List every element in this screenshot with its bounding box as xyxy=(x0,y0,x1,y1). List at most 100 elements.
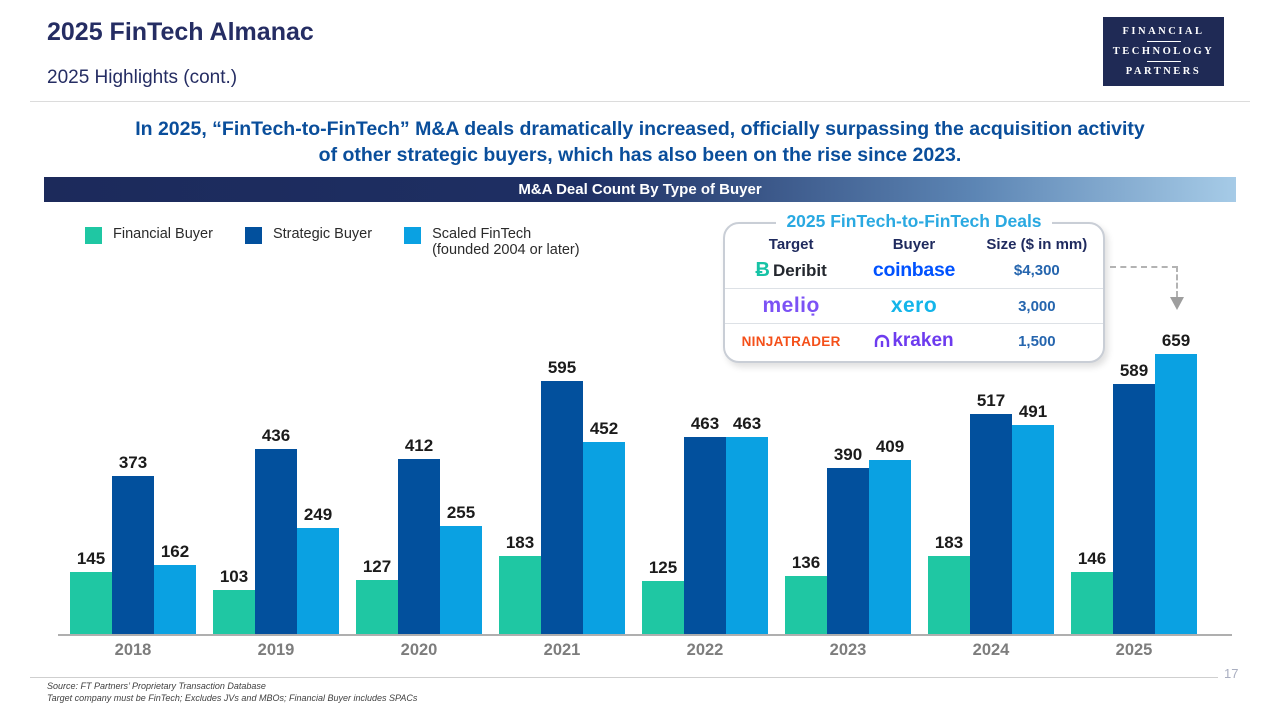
bar-value-label: 255 xyxy=(446,503,476,522)
financial-buyer-swatch xyxy=(85,227,102,244)
bar-group-2024: 183 517 491 xyxy=(928,391,1054,634)
bar-2023-scaled xyxy=(869,460,911,634)
fintech-to-fintech-deals-callout: 2025 FinTech-to-FinTech Deals Target Buy… xyxy=(723,211,1105,363)
legend-item-scaled-fintech: Scaled FinTech (founded 2004 or later) xyxy=(404,226,580,258)
logo-divider xyxy=(1146,41,1181,42)
bar-2022-scaled xyxy=(726,437,768,634)
logo-line-2: TECHNOLOGY xyxy=(1112,46,1215,57)
bar-value-label: 409 xyxy=(875,437,905,456)
bar-2023-strategic xyxy=(827,468,869,634)
x-axis-label-2022: 2022 xyxy=(686,641,724,659)
bar-2020-scaled xyxy=(440,526,482,634)
x-axis-labels: 2018 2019 2020 2021 2022 2023 2024 2025 xyxy=(70,641,1197,660)
bar-wrap: 659 xyxy=(1155,331,1197,634)
bar-2018-scaled xyxy=(154,565,196,634)
bar-2025-strategic xyxy=(1113,384,1155,634)
bar-wrap: 103 xyxy=(213,567,255,634)
strategic-buyer-swatch xyxy=(244,227,262,244)
bar-value-label: 390 xyxy=(833,445,863,464)
x-axis-label-2018: 2018 xyxy=(114,641,152,659)
bar-2019-financial xyxy=(213,590,255,634)
callout-arrow-horizontal xyxy=(1110,266,1178,268)
melio-logo: meliọ xyxy=(762,294,820,317)
deal-size: 3,000 xyxy=(1018,297,1056,315)
deal-size: $4,300 xyxy=(1013,262,1060,279)
ft-partners-logo: FINANCIAL TECHNOLOGY PARTNERS xyxy=(1103,17,1224,86)
bar-value-label: 125 xyxy=(648,558,678,577)
callout-arrow-vertical xyxy=(1176,266,1178,297)
bar-value-label: 463 xyxy=(690,414,720,433)
logo-divider xyxy=(1146,61,1181,62)
column-header-size: Size ($ in mm) xyxy=(986,236,1088,253)
bar-wrap: 517 xyxy=(970,391,1012,634)
x-axis-label-2019: 2019 xyxy=(257,641,295,659)
bar-value-label: 589 xyxy=(1119,361,1149,380)
source-line-1: Source: FT Partners’ Proprietary Transac… xyxy=(47,681,266,691)
bar-2024-financial xyxy=(928,556,970,634)
bar-wrap: 412 xyxy=(398,436,440,634)
callout-title: 2025 FinTech-to-FinTech Deals xyxy=(725,211,1103,232)
bar-2021-strategic xyxy=(541,381,583,634)
chart-title: M&A Deal Count By Type of Buyer xyxy=(518,181,762,198)
deribit-logo-icon: Ƀ xyxy=(755,259,770,281)
bar-wrap: 136 xyxy=(785,553,827,634)
legend-sublabel: (founded 2004 or later) xyxy=(432,242,580,258)
bar-value-label: 249 xyxy=(303,505,333,524)
bar-2018-strategic xyxy=(112,476,154,634)
headline-line-1: In 2025, “FinTech-to-FinTech” M&A deals … xyxy=(135,118,1145,140)
bar-2018-financial xyxy=(70,572,112,634)
logo-line-1: FINANCIAL xyxy=(1122,26,1205,37)
bar-wrap: 249 xyxy=(297,505,339,634)
bar-value-label: 162 xyxy=(160,542,190,561)
headline-line-2: of other strategic buyers, which has als… xyxy=(318,144,962,166)
page-subtitle: 2025 Highlights (cont.) xyxy=(47,67,238,88)
bar-value-label: 436 xyxy=(261,426,291,445)
callout-column-headers: Target Buyer Size ($ in mm) xyxy=(725,236,1103,253)
source-line-2: Target company must be FinTech; Excludes… xyxy=(47,692,418,703)
bar-wrap: 595 xyxy=(541,358,583,634)
column-header-buyer: Buyer xyxy=(892,236,936,253)
bar-group-2025: 146 589 659 xyxy=(1071,331,1197,634)
legend-label: Financial Buyer xyxy=(113,226,213,242)
footer-divider xyxy=(30,677,1218,678)
bar-value-label: 373 xyxy=(118,453,148,472)
deal-row-deribit-coinbase: Ƀ Deribit coinbase $4,300 xyxy=(725,253,1103,288)
xero-logo: xero xyxy=(890,294,938,317)
bar-2022-strategic xyxy=(684,437,726,634)
ninjatrader-logo: NINJATRADER xyxy=(741,333,841,349)
bar-group-2018: 145 373 162 xyxy=(70,453,196,634)
deal-row-melio-xero: meliọ xero 3,000 xyxy=(725,288,1103,323)
logo-line-3: PARTNERS xyxy=(1125,66,1202,77)
scaled-fintech-swatch xyxy=(404,227,422,244)
bar-value-label: 146 xyxy=(1077,549,1107,568)
bar-2020-financial xyxy=(356,580,398,634)
bar-wrap: 409 xyxy=(869,437,911,634)
bar-value-label: 659 xyxy=(1161,331,1191,350)
kraken-logo-icon xyxy=(875,334,890,347)
chart-legend: Financial Buyer Strategic Buyer Scaled F… xyxy=(85,226,580,258)
legend-item-financial-buyer: Financial Buyer xyxy=(85,226,213,258)
legend-label: Scaled FinTech xyxy=(432,226,532,242)
bar-group-2023: 136 390 409 xyxy=(785,437,911,634)
bar-wrap: 255 xyxy=(440,503,482,634)
coinbase-logo: coinbase xyxy=(872,259,956,281)
bar-wrap: 127 xyxy=(356,557,398,634)
bar-value-label: 127 xyxy=(362,557,392,576)
bar-value-label: 463 xyxy=(732,414,762,433)
bar-2025-scaled xyxy=(1155,354,1197,634)
callout-arrow-head-icon xyxy=(1170,297,1184,310)
bar-2019-strategic xyxy=(255,449,297,634)
header-divider xyxy=(30,101,1250,102)
bar-wrap: 463 xyxy=(726,414,768,634)
x-axis-label-2025: 2025 xyxy=(1115,641,1153,659)
x-axis-label-2020: 2020 xyxy=(400,641,438,659)
bar-2023-financial xyxy=(785,576,827,634)
legend-item-strategic-buyer: Strategic Buyer xyxy=(244,226,372,258)
bar-wrap: 125 xyxy=(642,558,684,634)
bar-group-2019: 103 436 249 xyxy=(213,426,339,634)
deal-size: 1,500 xyxy=(1018,332,1056,350)
bar-2020-strategic xyxy=(398,459,440,634)
bar-value-label: 103 xyxy=(219,567,249,586)
x-axis-label-2021: 2021 xyxy=(543,641,581,659)
